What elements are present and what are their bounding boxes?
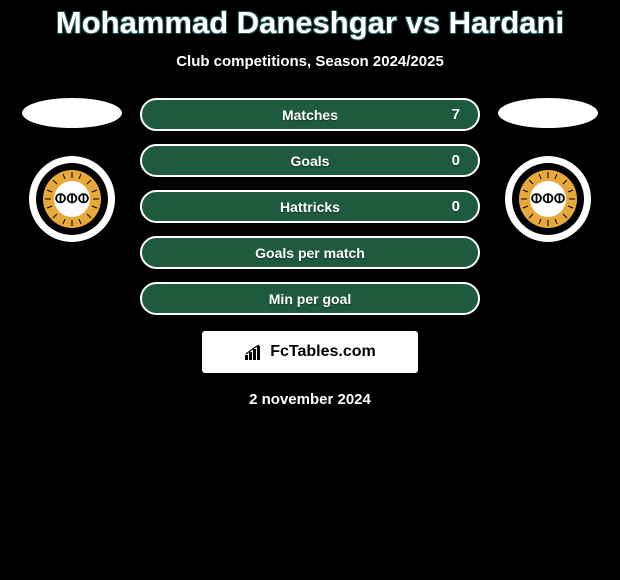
- stat-label: Min per goal: [269, 291, 351, 307]
- stat-row-hattricks: Hattricks 0: [140, 190, 480, 223]
- stat-row-matches: Matches 7: [140, 98, 480, 131]
- player-right-column: ⵀⵀⵀ: [498, 98, 598, 242]
- content-row: ⵀⵀⵀ Matches 7 Goals 0 Hattricks 0 Goals …: [0, 98, 620, 315]
- stat-label: Goals: [291, 153, 330, 169]
- watermark: FcTables.com: [202, 331, 418, 373]
- team-badge-ring: ⵀⵀⵀ: [43, 170, 101, 228]
- stat-value-right: 0: [452, 152, 460, 169]
- stat-row-min-per-goal: Min per goal: [140, 282, 480, 315]
- team-right-badge: ⵀⵀⵀ: [505, 156, 591, 242]
- subtitle: Club competitions, Season 2024/2025: [0, 53, 620, 70]
- stat-label: Matches: [282, 107, 338, 123]
- date-text: 2 november 2024: [0, 391, 620, 408]
- badge-rays-icon: [43, 170, 101, 228]
- stat-label: Hattricks: [280, 199, 340, 215]
- team-badge-ring: ⵀⵀⵀ: [519, 170, 577, 228]
- stat-row-goals-per-match: Goals per match: [140, 236, 480, 269]
- team-left-badge: ⵀⵀⵀ: [29, 156, 115, 242]
- stat-value-right: 0: [452, 198, 460, 215]
- team-badge-inner: ⵀⵀⵀ: [512, 163, 584, 235]
- watermark-text: FcTables.com: [270, 343, 376, 361]
- team-badge-inner: ⵀⵀⵀ: [36, 163, 108, 235]
- badge-rays-icon: [519, 170, 577, 228]
- player-left-column: ⵀⵀⵀ: [22, 98, 122, 242]
- chart-icon: [244, 344, 264, 360]
- stat-row-goals: Goals 0: [140, 144, 480, 177]
- stat-label: Goals per match: [255, 245, 365, 261]
- comparison-card: Mohammad Daneshgar vs Hardani Club compe…: [0, 0, 620, 408]
- page-title: Mohammad Daneshgar vs Hardani: [0, 5, 620, 41]
- player-right-avatar: [498, 98, 598, 128]
- stat-value-right: 7: [452, 106, 460, 123]
- player-left-avatar: [22, 98, 122, 128]
- stats-column: Matches 7 Goals 0 Hattricks 0 Goals per …: [140, 98, 480, 315]
